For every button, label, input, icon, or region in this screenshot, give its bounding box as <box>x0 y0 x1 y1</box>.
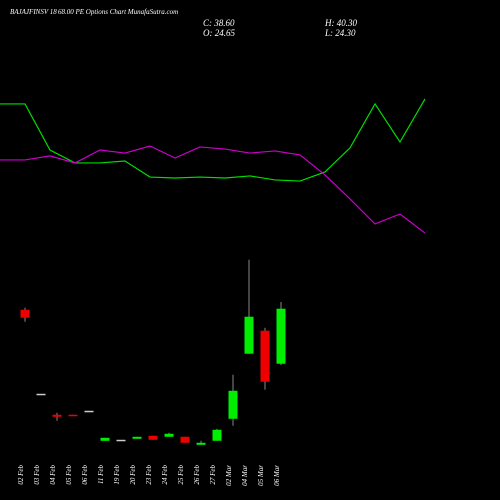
x-tick-label: 04 Feb <box>49 465 57 485</box>
x-tick-label: 27 Feb <box>209 465 217 485</box>
x-tick-label: 11 Feb <box>97 465 105 485</box>
low-label: L: 24.30 <box>324 28 356 38</box>
candle-body <box>84 410 94 413</box>
candle-body <box>68 414 78 417</box>
x-tick-label: 03 Feb <box>33 465 41 485</box>
close-label: C: 38.60 <box>203 18 235 28</box>
candle-body <box>20 309 30 318</box>
candle-body <box>196 442 206 445</box>
candle-body <box>260 330 270 382</box>
chart-title: BAJAJFINSV 18 <box>10 8 57 16</box>
candle-body <box>180 436 190 443</box>
x-tick-label: 06 Feb <box>81 465 89 485</box>
x-tick-label: 26 Feb <box>193 465 201 485</box>
high-label: H: 40.30 <box>324 18 357 28</box>
candle-body <box>276 308 286 364</box>
candle-body <box>36 393 46 396</box>
candle-body <box>244 316 254 354</box>
x-tick-label: 05 Feb <box>65 465 73 485</box>
x-tick-label: 02 Mar <box>225 465 233 486</box>
x-tick-label: 20 Feb <box>129 465 137 485</box>
candle-body <box>164 433 174 437</box>
indicator-line <box>0 98 426 182</box>
x-tick-label: 25 Feb <box>177 465 185 485</box>
candle-body <box>228 390 238 419</box>
x-tick-label: 19 Feb <box>113 465 121 485</box>
chart-title: 68.00 PE Options Chart MunafaSutra.com <box>58 8 178 16</box>
x-tick-label: 05 Mar <box>257 465 265 486</box>
candle-body <box>100 437 110 441</box>
x-tick-label: 04 Mar <box>241 465 249 486</box>
candle-body <box>52 414 62 417</box>
candle-body <box>212 429 222 441</box>
candle-body <box>116 439 126 442</box>
x-tick-label: 02 Feb <box>17 465 25 485</box>
x-tick-label: 24 Feb <box>161 465 169 485</box>
x-tick-label: 06 Mar <box>273 465 281 486</box>
candle-body <box>132 436 142 439</box>
x-tick-label: 23 Feb <box>145 465 153 485</box>
indicator-line <box>0 145 426 234</box>
candle-body <box>148 435 158 440</box>
open-label: O: 24.65 <box>203 28 235 38</box>
